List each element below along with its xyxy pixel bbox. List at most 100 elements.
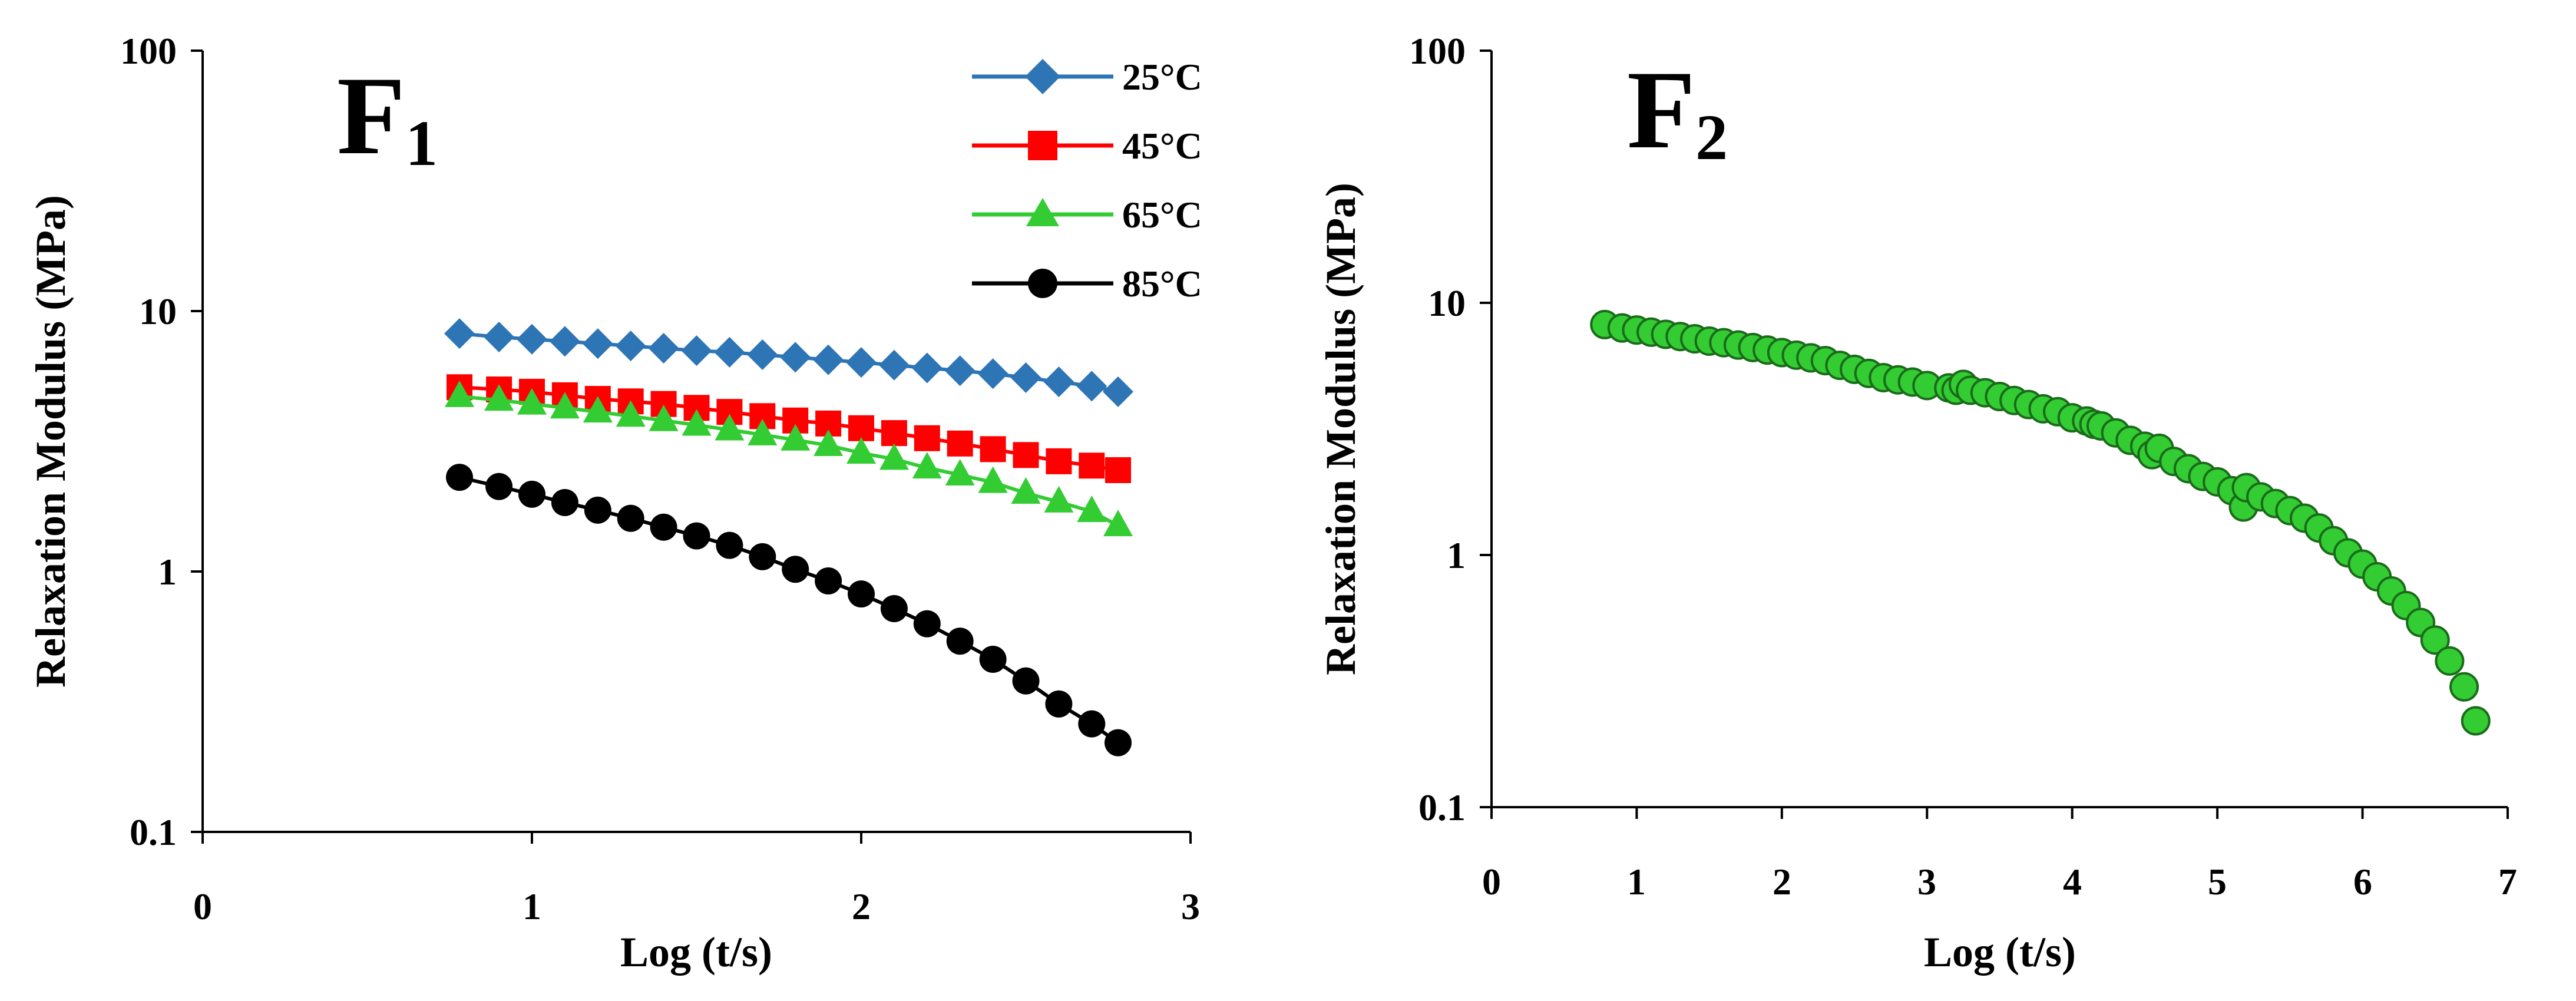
chart-f1: 0 1 2 3 0.1 1 10 100 Log (t/s) Relaxatio…	[27, 30, 1202, 976]
f1-series-1-point	[780, 342, 811, 373]
f1-series-1-point	[878, 349, 910, 381]
legend-square-marker	[1028, 131, 1057, 160]
f1-series-3-point	[912, 452, 942, 479]
f1-series-1-point	[444, 318, 475, 349]
f1-panel-letter: F	[337, 54, 405, 178]
f1-series-4-point	[979, 646, 1007, 673]
f1-series-4-line	[459, 475, 1119, 745]
f2-x-tick-label: 5	[2208, 861, 2227, 903]
f2-x-tick-label: 4	[2063, 861, 2082, 903]
f1-series-4-point	[485, 473, 513, 500]
legend-diamond-marker	[1025, 59, 1060, 94]
f1-series-2-point	[980, 436, 1006, 462]
f1-series-1-point	[747, 339, 778, 371]
f1-series-4-point	[946, 627, 974, 655]
f1-series-3-point	[517, 388, 547, 415]
f1-series-1-point	[615, 331, 646, 362]
f1-legend: 25°C 45°C 65°C 85°C	[972, 56, 1202, 305]
f2-x-tick-label: 6	[2353, 861, 2372, 903]
f1-series-1-point	[517, 323, 547, 355]
f2-x-tick-label: 1	[1627, 861, 1646, 903]
f1-series-4-point	[1105, 729, 1132, 756]
f1-series-3-point	[978, 466, 1008, 493]
f1-series-4-point	[716, 531, 743, 559]
f1-series-3-point	[616, 400, 646, 427]
f1-series-3-point	[682, 409, 712, 436]
legend-circle-marker	[1028, 269, 1057, 298]
f1-series-4-point	[1045, 690, 1073, 718]
f1-series-1-point	[911, 352, 943, 384]
f2-x-tick-labels: 0 1 2 3 4 5 6 7	[1482, 861, 2517, 903]
f1-series-3-point	[781, 424, 811, 451]
f1-series-3-point	[715, 414, 745, 441]
f1-ticks	[191, 49, 1192, 844]
f1-series-1-point	[1103, 376, 1134, 407]
f1-series-2-point	[1079, 452, 1105, 479]
legend-triangle-marker	[1026, 198, 1059, 226]
f1-y-tick-labels: 0.1 1 10 100	[120, 30, 177, 853]
f1-series-4-point	[446, 464, 474, 491]
f1-series-1-point	[813, 344, 844, 375]
f2-y-tick-labels: 0.1 1 10 100	[1409, 30, 1466, 828]
f1-series-1-point	[714, 336, 745, 368]
f1-panel-subscript: 1	[405, 107, 438, 179]
f1-y-axis-title: Relaxation Modulus (MPa)	[27, 195, 74, 688]
f2-x-tick-label: 7	[2498, 861, 2517, 903]
f1-series-4-point	[815, 567, 842, 595]
f1-x-tick-label: 0	[193, 886, 212, 927]
f1-series-1-point	[484, 322, 515, 353]
f1-x-tick-label: 2	[852, 886, 871, 927]
f1-x-tick-label: 3	[1181, 886, 1200, 927]
f1-series-1-point	[1010, 362, 1041, 394]
f1-y-tick-label: 0.1	[130, 811, 177, 853]
f1-y-tick-label: 1	[158, 551, 177, 593]
f1-series-4-point	[683, 522, 710, 550]
f1-series-2-point	[1013, 442, 1039, 468]
f1-series-4-point	[749, 543, 776, 570]
f1-series-3-point	[550, 392, 580, 419]
f1-series-4-point	[848, 580, 875, 608]
f1-series-2-point	[947, 430, 973, 457]
f1-series-4-point	[1078, 710, 1106, 738]
f2-series-1-point	[2449, 672, 2479, 702]
f1-series-1-point	[648, 333, 679, 364]
f1-panel-label: F1	[337, 54, 438, 179]
legend-label-45c: 45°C	[1122, 125, 1202, 167]
f1-series-1-point	[977, 358, 1008, 389]
f2-ticks	[1480, 49, 2509, 819]
f1-x-tick-label: 1	[523, 886, 541, 927]
f1-series-2-point	[848, 415, 874, 441]
f2-panel-letter: F	[1627, 48, 1695, 172]
f1-series-1-point	[549, 326, 580, 357]
f2-y-tick-label: 1	[1447, 534, 1466, 576]
f1-series-3-point	[484, 384, 514, 411]
f2-y-tick-label: 10	[1428, 282, 1466, 324]
f1-series-3-point	[649, 404, 679, 431]
f1-series-4-point	[782, 556, 809, 583]
f1-series-4-point	[551, 488, 578, 516]
f2-x-tick-label: 3	[1917, 861, 1936, 903]
f1-series-4-point	[1012, 667, 1040, 695]
legend-label-65c: 65°C	[1122, 194, 1202, 236]
f2-panel-label: F2	[1627, 48, 1728, 173]
f1-series-4-point	[913, 610, 941, 637]
f1-series-2-point	[1046, 448, 1072, 474]
f2-y-tick-label: 0.1	[1418, 787, 1466, 828]
f1-series-1-point	[944, 355, 975, 386]
legend-entry-45c: 45°C	[972, 125, 1202, 167]
f1-series-3-point	[1103, 510, 1133, 537]
f1-series-1-point	[846, 347, 877, 378]
f1-series-3-point	[879, 443, 909, 470]
chart-f2: 0 1 2 3 4 5 6 7 0.1 1 10 100 Log (t/s) R…	[1317, 30, 2517, 976]
legend-entry-85c: 85°C	[972, 263, 1202, 305]
f1-series-3-point	[1044, 485, 1074, 513]
f2-data-marks	[1590, 309, 2491, 736]
f2-y-axis-title: Relaxation Modulus (MPa)	[1317, 183, 1364, 675]
f2-panel-subscript: 2	[1695, 101, 1728, 173]
f2-y-tick-label: 100	[1409, 30, 1466, 72]
f1-series-2-point	[1105, 457, 1132, 483]
f1-series-4-point	[880, 595, 908, 623]
f1-series-3-point	[846, 437, 876, 464]
f2-series-1-point	[2435, 646, 2465, 676]
